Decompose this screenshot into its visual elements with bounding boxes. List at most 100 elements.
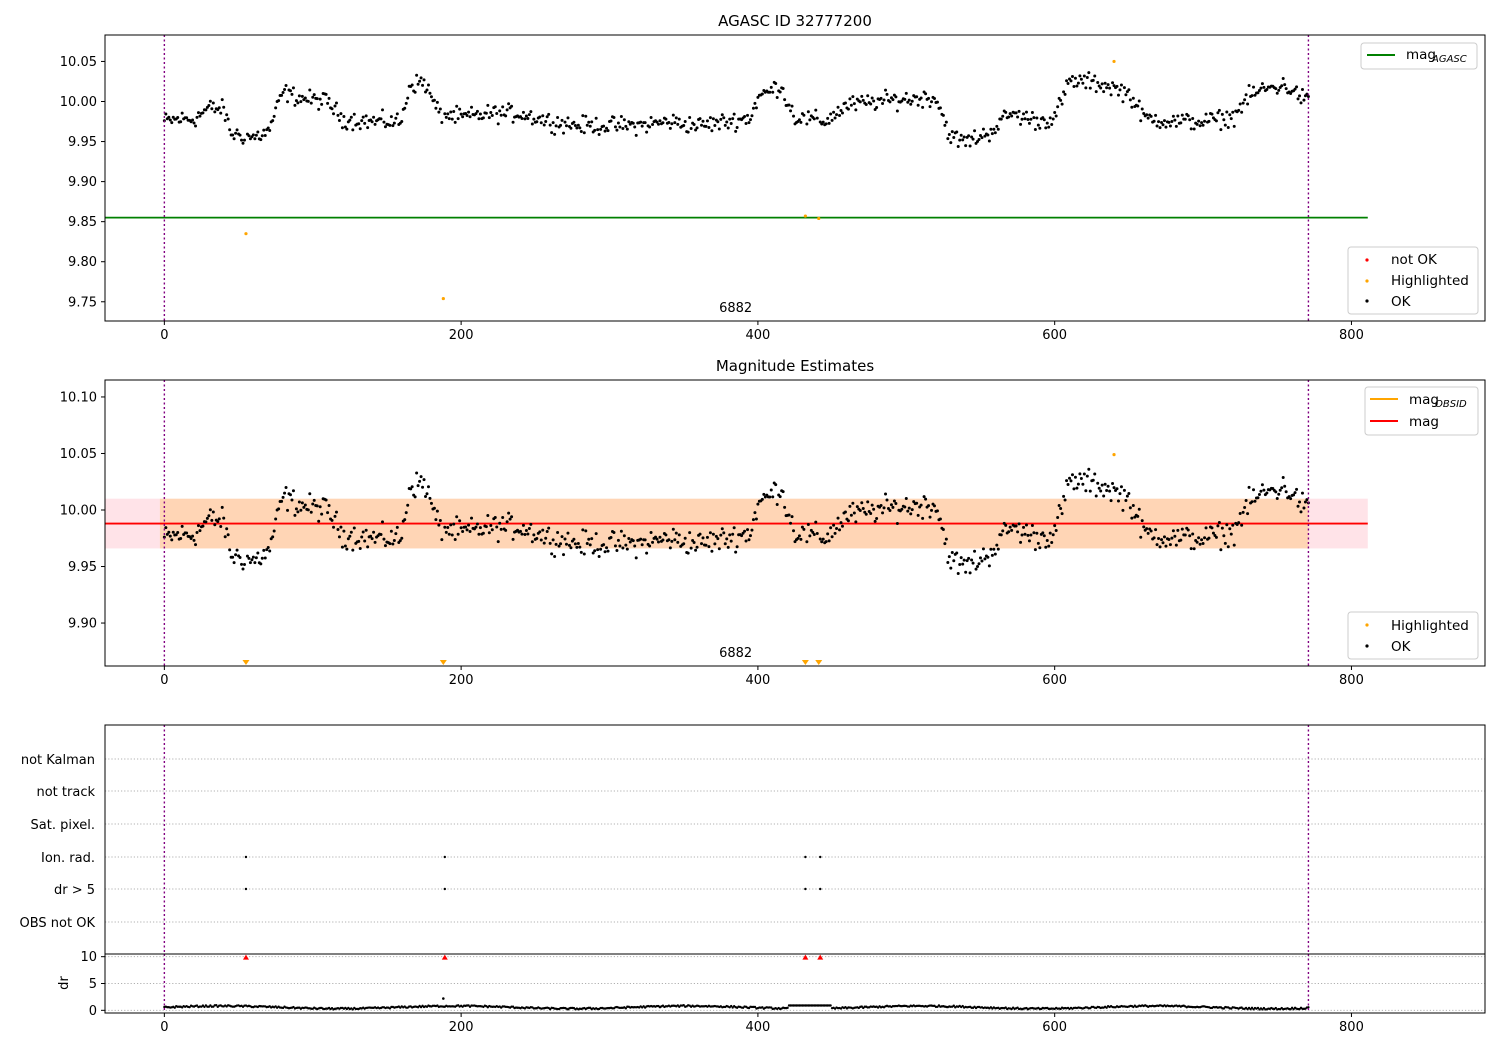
ok-point <box>1244 499 1248 503</box>
ok-point <box>1140 519 1144 523</box>
ok-point <box>778 495 782 499</box>
x-tick-label: 200 <box>449 328 474 343</box>
not-ok-legend-label: not OK <box>1391 252 1438 268</box>
ok-point <box>806 523 810 527</box>
dr-point <box>786 1006 789 1010</box>
ok-point <box>1158 545 1162 549</box>
ok-point <box>1081 81 1085 85</box>
ok-point <box>256 130 260 134</box>
ok-point <box>510 515 514 519</box>
ok-point <box>262 548 266 552</box>
ok-point <box>818 537 822 541</box>
ok-point <box>208 99 212 103</box>
ok-point <box>783 98 787 102</box>
ok-point <box>266 545 270 549</box>
ok-point <box>732 112 736 116</box>
ok-point <box>667 121 671 125</box>
ok-point <box>247 556 251 560</box>
ok-point <box>1069 79 1073 83</box>
ok-point <box>1170 536 1174 540</box>
ok-point <box>339 112 343 116</box>
ok-point <box>619 529 623 533</box>
ok-point <box>769 488 773 492</box>
ok-point <box>553 554 557 558</box>
ok-point <box>698 117 702 121</box>
ok-point <box>1023 117 1027 121</box>
ok-point <box>1231 523 1235 527</box>
ok-point <box>1036 541 1040 545</box>
ok-point <box>1022 525 1026 529</box>
highlighted-point <box>817 216 821 221</box>
ok-point <box>320 512 324 516</box>
ok-point <box>1106 484 1110 488</box>
ok-point <box>677 117 681 121</box>
ok-point <box>852 102 856 106</box>
ok-point <box>875 106 879 110</box>
ok-point <box>906 100 910 104</box>
ok-point <box>983 134 987 138</box>
ok-point <box>349 115 353 119</box>
ok-point <box>990 553 994 557</box>
ok-point <box>576 123 580 127</box>
ok-point <box>987 564 991 568</box>
estimates-legend-top: mag OBSID mag <box>1364 386 1479 436</box>
dr-point <box>829 1004 832 1007</box>
ok-point <box>1070 75 1074 79</box>
ok-point <box>303 96 307 100</box>
ok-point <box>1223 123 1227 127</box>
not-ok-legend-marker <box>1365 258 1369 262</box>
ok-point <box>910 99 914 103</box>
ok-point <box>688 116 692 120</box>
agasc-legend-bottom-frame <box>1347 246 1479 315</box>
ok-point <box>921 105 925 109</box>
ok-point <box>217 106 221 110</box>
ok-point <box>389 115 393 119</box>
ok-point <box>391 542 395 546</box>
ok-point <box>220 98 224 102</box>
ok-point <box>529 522 533 526</box>
ok-point <box>1219 548 1223 552</box>
ok-point <box>560 118 564 122</box>
ok-point <box>1216 524 1220 528</box>
ok-point <box>1176 528 1180 532</box>
ok-point <box>894 95 898 99</box>
ok-point <box>796 536 800 540</box>
y-tick-label: 9.95 <box>68 135 97 150</box>
ok-point <box>815 532 819 536</box>
ok-point <box>612 115 616 119</box>
ok-point <box>1250 500 1254 504</box>
dr-point <box>203 1005 206 1009</box>
ok-point <box>1100 483 1104 487</box>
ok-point <box>452 109 456 113</box>
ok-point <box>348 118 352 122</box>
ok-point <box>843 101 847 105</box>
ok-point <box>1062 90 1066 94</box>
ok-point <box>1222 534 1226 538</box>
flags-panel: not Kalman not track Sat. pixel. Ion. ra… <box>20 724 1486 955</box>
ok-point <box>250 558 254 562</box>
ok-point <box>1262 488 1266 492</box>
ok-point <box>774 82 778 86</box>
x-tick-label: 800 <box>1339 673 1364 688</box>
ok-point <box>333 514 337 518</box>
ok-point <box>337 119 341 123</box>
ok-point <box>605 546 609 550</box>
ok-point <box>1122 488 1126 492</box>
ok-point <box>1085 76 1089 80</box>
ok-point <box>486 103 490 107</box>
ok-point <box>640 543 644 547</box>
ok-point <box>196 524 200 528</box>
ok-point <box>578 545 582 549</box>
x-tick-label: 0 <box>160 1020 168 1035</box>
ok-point <box>475 109 479 113</box>
ok-point <box>1179 121 1183 125</box>
ok-point <box>980 559 984 563</box>
dr-plot-frame <box>104 953 1486 1014</box>
dr-point <box>215 1004 218 1007</box>
ok-point <box>812 117 816 121</box>
ok-point <box>596 128 600 132</box>
ok-point <box>1180 113 1184 117</box>
ok-point <box>656 540 660 544</box>
ok-point <box>426 485 430 489</box>
